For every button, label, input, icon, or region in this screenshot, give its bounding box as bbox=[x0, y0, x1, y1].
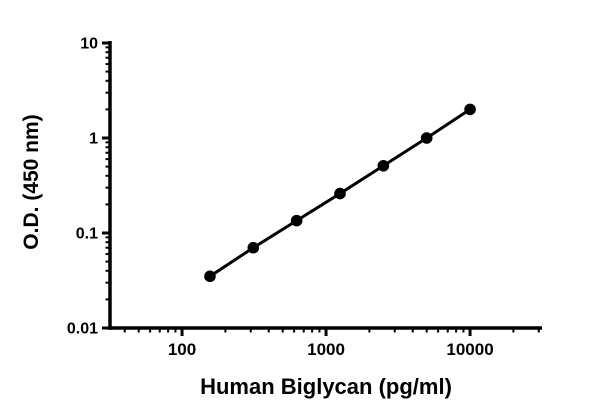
axis-ticks bbox=[102, 41, 540, 336]
x-tick-label: 1000 bbox=[307, 340, 345, 359]
data-point bbox=[204, 270, 216, 283]
y-tick-label: 10 bbox=[80, 36, 98, 53]
data-point bbox=[420, 132, 433, 144]
axis-tick-labels: 100 1000 10000 0.01 0.1 1 10 bbox=[67, 36, 494, 360]
data-point bbox=[464, 103, 476, 116]
y-axis-title: O.D. (450 nm) bbox=[20, 114, 43, 249]
x-axis-title: Human Biglycan (pg/ml) bbox=[200, 374, 452, 399]
y-tick-label: 0.01 bbox=[67, 321, 98, 338]
data-point bbox=[377, 159, 390, 172]
x-tick-label: 100 bbox=[168, 340, 196, 359]
axes bbox=[108, 41, 542, 330]
x-tick-label: 10000 bbox=[446, 340, 493, 359]
y-tick-label: 1 bbox=[89, 131, 98, 148]
data-point bbox=[247, 241, 260, 254]
y-tick-label: 0.1 bbox=[76, 226, 98, 243]
data-point bbox=[290, 214, 303, 227]
data-point bbox=[334, 187, 346, 200]
data-series bbox=[204, 103, 476, 283]
